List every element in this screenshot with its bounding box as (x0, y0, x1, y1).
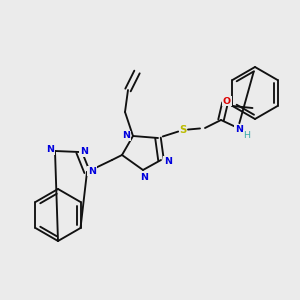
Text: N: N (164, 157, 172, 166)
Text: N: N (235, 125, 243, 134)
Text: N: N (80, 148, 88, 157)
Text: S: S (179, 125, 187, 135)
Text: N: N (122, 131, 130, 140)
Text: N: N (140, 173, 148, 182)
Text: N: N (88, 167, 96, 176)
Text: H: H (244, 130, 250, 140)
Text: O: O (223, 97, 231, 106)
Text: N: N (46, 146, 54, 154)
